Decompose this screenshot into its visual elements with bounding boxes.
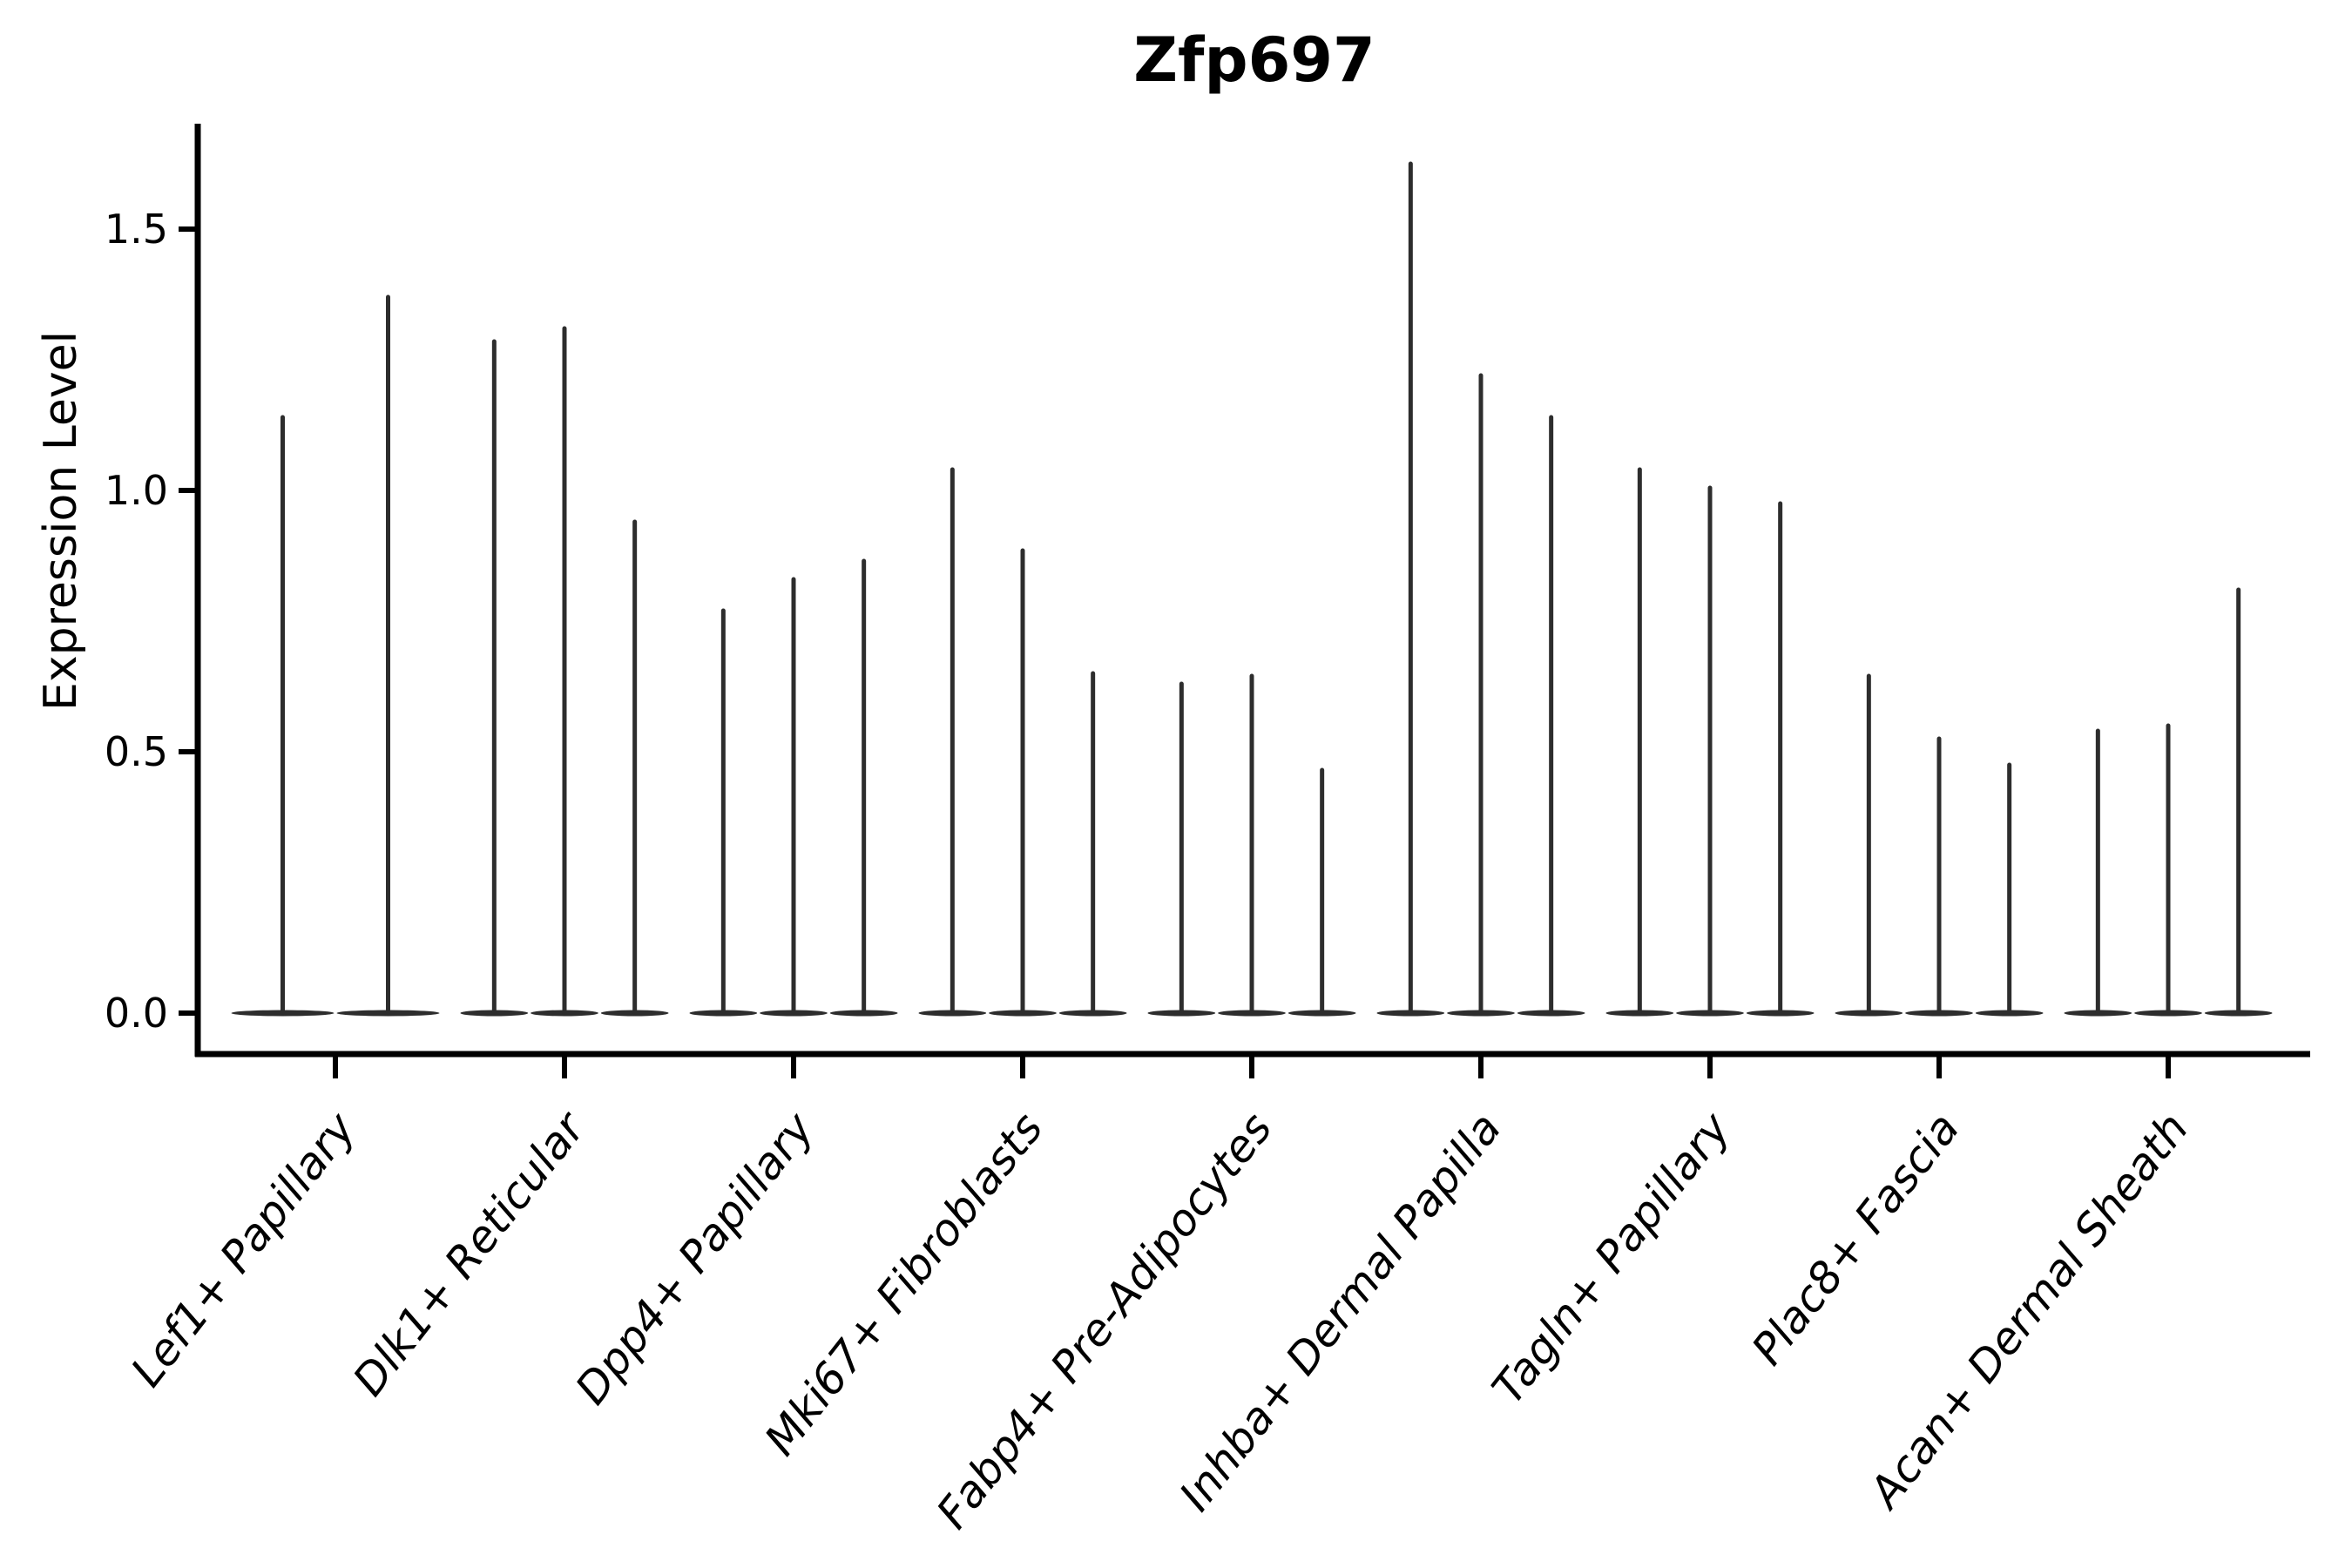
y-tick-label: 1.0 [105, 467, 168, 514]
y-tick-label: 0.5 [105, 728, 168, 775]
x-tick-label: Lef1+ Papillary [121, 1103, 366, 1396]
x-tick-label: Tagln+ Papillary [1483, 1103, 1741, 1414]
chart-title: Zfp697 [1133, 24, 1375, 96]
x-tick-label: Plac8+ Fascia [1742, 1104, 1970, 1375]
x-tick-label: Dpp4+ Papillary [565, 1103, 824, 1414]
y-tick-label: 1.5 [105, 206, 168, 253]
y-tick-label: 0.0 [105, 990, 168, 1037]
x-tick-label: Dlk1+ Reticular [343, 1101, 597, 1405]
